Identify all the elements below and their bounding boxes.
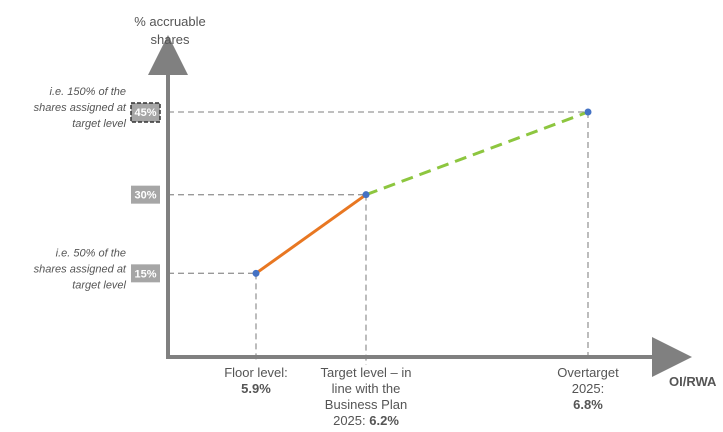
y-axis-label-line1: % accruable [134,14,206,29]
x-axis-label: OI/RWA [669,374,717,389]
y-tick-badge: 30% [131,185,160,204]
x-label-value: 6.2% [369,413,399,428]
y-notes: i.e. 150% of the shares assigned at target… [34,86,127,291]
y-note-line: i.e. 150% of the [50,86,126,98]
data-points [252,108,592,277]
y-note-line: shares assigned at [34,102,127,114]
x-label-value: 6.8% [573,397,603,412]
guide-lines [168,111,589,365]
x-label-value: 5.9% [241,381,271,396]
series-segment [255,193,367,275]
x-label-line: Floor level: [224,365,288,380]
data-point [584,108,592,116]
y-tick-box [131,185,160,204]
series-lines [255,110,589,275]
y-tick-badge: 45% [130,102,161,123]
series-segment [365,110,589,197]
y-tick-label: 15% [134,268,156,280]
x-label-line: line with the [332,381,401,396]
y-note-line: target level [72,118,126,130]
y-note-line: shares assigned at [34,263,127,275]
axes [148,35,692,377]
y-tick-box [130,102,161,123]
data-point [252,269,260,277]
y-tick-badges: 15% 30% 45% [130,102,161,283]
y-note-line: i.e. 50% of the [56,247,126,259]
y-note-line: target level [72,279,126,291]
y-tick-label: 45% [134,107,156,119]
y-tick-label: 30% [134,190,156,202]
data-point [362,191,370,199]
x-label-line: 2025: [572,381,605,396]
y-tick-badge: 15% [131,264,160,283]
x-label-line: Target level – in [320,365,411,380]
x-label-line: Business Plan [325,397,407,412]
y-axis-label-line2: shares [150,32,190,47]
x-label-line: Overtarget [557,365,619,380]
y-tick-box [131,264,160,283]
x-label-line: 2025: 6.2% [333,413,399,428]
